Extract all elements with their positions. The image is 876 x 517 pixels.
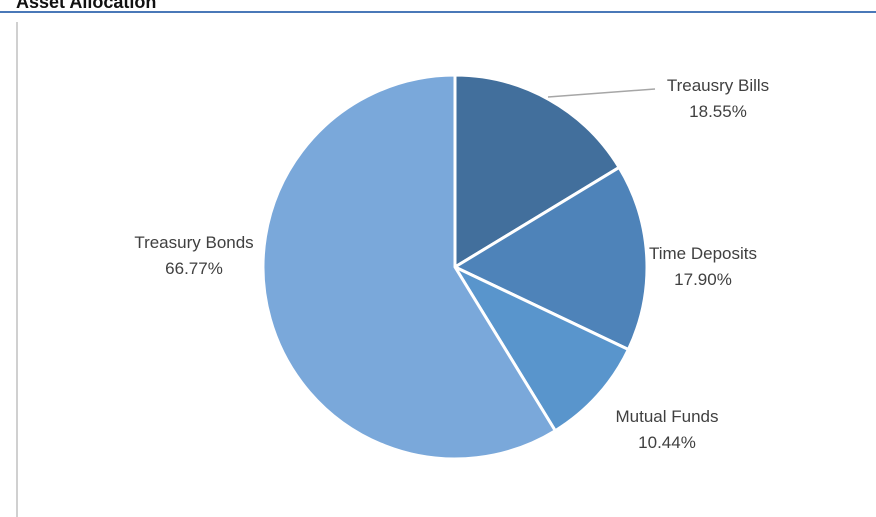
slice-label-value: 66.77% (165, 259, 223, 278)
slice-label-name: Mutual Funds (616, 407, 719, 426)
slice-label-value: 10.44% (638, 433, 696, 452)
slice-label-name: Treasury Bonds (134, 233, 253, 252)
slice-label-value: 17.90% (674, 270, 732, 289)
title-underline (0, 11, 876, 13)
pie-slice-treausry-bills (453, 73, 621, 269)
slice-labels: Treausry Bills 18.55% Time Deposits 17.90% M… (134, 76, 769, 452)
pie-slice-time-deposits (453, 165, 649, 352)
pie-slices (261, 73, 649, 461)
pie-slice-treasury-bonds (261, 73, 557, 461)
page-title: Asset Allocation (16, 0, 157, 12)
slice-label-name: Treausry Bills (667, 76, 769, 95)
leader-lines (547, 88, 656, 98)
chart-left-border (16, 22, 18, 517)
slice-label-value: 18.55% (689, 102, 747, 121)
slice-label-name: Time Deposits (649, 244, 757, 263)
pie-slice-mutual-funds (453, 265, 630, 433)
leader-line (547, 88, 656, 98)
